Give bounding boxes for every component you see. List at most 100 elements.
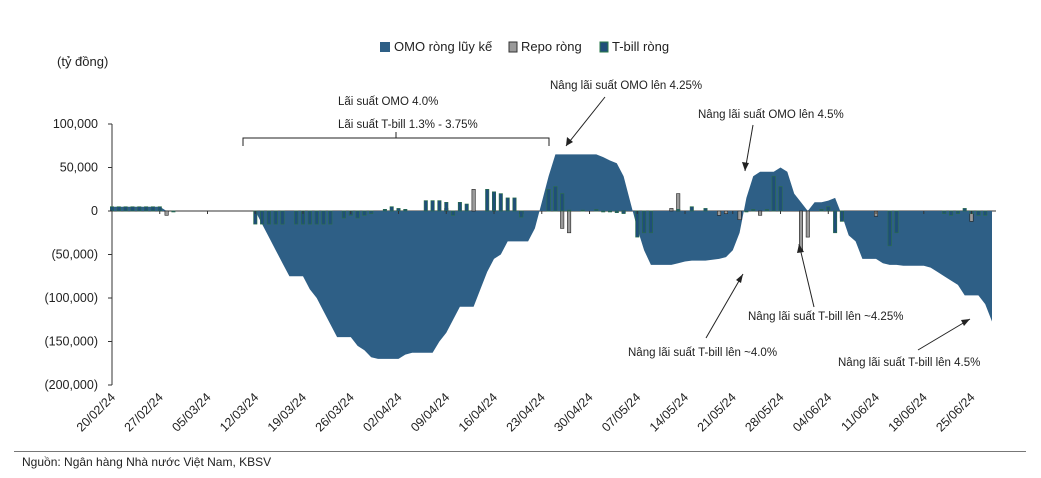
footer-rule — [14, 451, 1026, 452]
tbill-bar — [171, 210, 176, 213]
chart: OMO ròng lũy kế Repo ròng T-bill ròng (t… — [44, 39, 996, 435]
repo-bar — [164, 210, 169, 216]
x-tick-label: 16/04/24 — [456, 390, 500, 434]
annotation-tbill-40: Nâng lãi suất T-bill lên ~4.0% — [628, 347, 777, 359]
omo-area-segment — [255, 154, 993, 359]
y-tick-label: (150,000) — [44, 335, 98, 349]
x-tick-label: 05/03/24 — [169, 390, 213, 434]
repo-bar — [723, 210, 728, 214]
legend-label-tbill: T-bill ròng — [612, 39, 669, 54]
legend-swatch-repo — [508, 41, 518, 53]
x-tick-label: 21/05/24 — [695, 390, 739, 434]
tbill-bar — [546, 189, 551, 212]
annotation-arrowhead-omo-45 — [742, 162, 749, 171]
repo-bar — [798, 210, 803, 251]
tbill-bar — [307, 210, 312, 225]
x-tick-label: 09/04/24 — [408, 390, 452, 434]
tbill-bar — [341, 210, 346, 219]
tbill-bar — [266, 210, 271, 225]
legend-label-omo: OMO ròng lũy kế — [394, 39, 493, 54]
x-tick-label: 19/03/24 — [265, 390, 309, 434]
annotation-omo-45: Nâng lãi suất OMO lên 4.5% — [698, 109, 844, 121]
tbill-bar — [157, 206, 162, 212]
tbill-bar — [676, 209, 681, 212]
x-tick-label: 26/03/24 — [313, 390, 357, 434]
tbill-bar — [116, 206, 121, 212]
tbill-bar — [430, 200, 435, 212]
annotation-arrowhead-tbill-425 — [797, 244, 804, 253]
annotations: Lãi suất OMO 4.0% Lãi suất T-bill 1.3% -… — [242, 80, 980, 369]
annotation-tbill-425: Nâng lãi suất T-bill lên ~4.25% — [748, 311, 903, 323]
tbill-bar — [451, 210, 456, 216]
tbill-bar — [751, 209, 756, 212]
x-tick-label: 30/04/24 — [551, 390, 595, 434]
tbill-bar — [314, 210, 319, 225]
tbill-bar — [491, 191, 496, 212]
repo-bar — [758, 210, 763, 216]
omo-area-layer — [112, 154, 993, 359]
annotation-omo-4: Lãi suất OMO 4.0% — [338, 96, 438, 108]
tbill-bar — [567, 209, 572, 212]
tbill-bar — [894, 210, 899, 234]
annotation-arrow-tbill-45 — [917, 318, 971, 351]
y-tick-label: 100,000 — [53, 117, 98, 131]
x-tick-label: 12/03/24 — [217, 390, 261, 434]
repo-bar — [676, 193, 681, 212]
legend-label-repo: Repo ròng — [521, 39, 582, 54]
tbill-bar — [771, 175, 776, 212]
y-tick-label: (200,000) — [44, 378, 98, 392]
tbill-bar — [110, 206, 115, 212]
x-tick-label: 28/05/24 — [742, 390, 786, 434]
x-tick-label: 04/06/24 — [790, 390, 834, 434]
x-tick-label: 07/05/24 — [599, 390, 643, 434]
y-tick-label: (100,000) — [44, 291, 98, 305]
repo-bar — [669, 208, 674, 212]
tbill-bar — [294, 210, 299, 225]
y-tick-labels: 100,000 50,000 0 (50,000) (100,000) (150,000)… — [44, 117, 112, 392]
tbill-bar — [273, 210, 278, 225]
tbill-bar — [144, 206, 149, 212]
annotation-arrowhead-tbill-45 — [961, 319, 970, 326]
tbill-bar — [976, 210, 981, 216]
annotation-arrow-tbill-425 — [798, 243, 815, 308]
tbill-bar — [621, 210, 626, 214]
legend-swatch-tbill — [599, 41, 609, 53]
annotation-arrow-omo-425 — [565, 96, 606, 147]
tbill-bar — [437, 200, 442, 212]
annotation-arrowhead-omo-425 — [566, 137, 573, 146]
annotation-omo-425: Nâng lãi suất OMO lên 4.25% — [550, 80, 702, 92]
x-tick-label: 14/05/24 — [647, 390, 691, 434]
tbill-bar — [498, 193, 503, 212]
tbill-bar — [962, 208, 967, 212]
tbill-bar — [833, 210, 838, 234]
tbill-bar — [642, 210, 647, 234]
x-tick-label: 02/04/24 — [360, 390, 404, 434]
tbill-bar — [764, 209, 769, 212]
annotation-tbill-range: Lãi suất T-bill 1.3% - 3.75% — [338, 119, 478, 131]
x-tick-label: 25/06/24 — [933, 390, 977, 434]
repo-bar — [567, 210, 572, 234]
tbill-bar — [949, 210, 954, 216]
tbill-bar — [355, 210, 360, 219]
tbill-bar — [594, 209, 599, 212]
repo-bar — [737, 210, 742, 220]
tbill-bar — [553, 186, 558, 212]
tbill-bar — [505, 197, 510, 212]
y-tick-label: (50,000) — [51, 248, 98, 262]
repo-bar — [560, 210, 565, 229]
tbill-bar — [983, 210, 988, 216]
tbill-bar — [887, 210, 892, 247]
x-tick-label: 18/06/24 — [886, 390, 930, 434]
tbill-bar — [607, 210, 612, 213]
legend: OMO ròng lũy kế Repo ròng T-bill ròng — [380, 39, 669, 54]
repo-bar — [717, 210, 722, 216]
tbill-bar — [457, 202, 462, 212]
x-tick-label: 27/02/24 — [122, 390, 166, 434]
x-tick-label: 20/02/24 — [74, 390, 118, 434]
tbill-bar — [150, 206, 155, 212]
tbill-bar — [839, 210, 844, 222]
tbill-bar — [512, 197, 517, 212]
tbill-bar — [485, 189, 490, 212]
tbill-bar — [123, 206, 128, 212]
annotation-arrow-tbill-40 — [705, 273, 744, 339]
